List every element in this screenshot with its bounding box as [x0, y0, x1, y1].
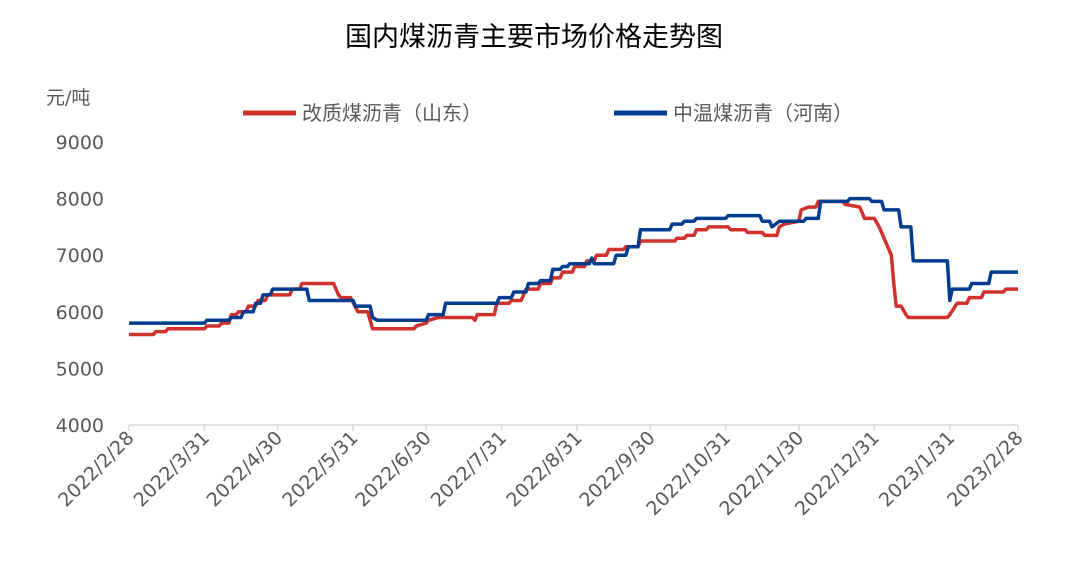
x-tick-label: 2022/6/30 — [351, 427, 435, 511]
y-tick-label: 8000 — [56, 189, 104, 211]
y-axis-unit-label: 元/吨 — [46, 87, 90, 109]
y-tick-label: 5000 — [56, 358, 104, 380]
legend-label-shandong: 改质煤沥青（山东） — [302, 101, 482, 125]
x-tick-label: 2022/7/31 — [427, 427, 511, 511]
legend: 改质煤沥青（山东） 中温煤沥青（河南） — [243, 101, 853, 125]
series-layer — [129, 196, 1018, 337]
x-tick-label: 2022/8/31 — [502, 427, 586, 511]
x-tick-label: 2022/4/30 — [203, 427, 287, 511]
x-tick-label: 2022/2/28 — [54, 427, 138, 511]
legend-item-henan: 中温煤沥青（河南） — [614, 101, 853, 125]
series-line-shandong — [129, 199, 1018, 337]
y-tick-label: 7000 — [56, 245, 104, 267]
y-axis: 4000 5000 6000 7000 8000 9000 — [56, 132, 104, 437]
y-tick-label: 4000 — [56, 415, 104, 437]
x-tick-label: 2022/3/31 — [130, 427, 214, 511]
legend-label-henan: 中温煤沥青（河南） — [673, 101, 853, 125]
x-axis: 2022/2/282022/3/312022/4/302022/5/312022… — [54, 424, 1028, 520]
x-tick-label: 2022/5/31 — [278, 427, 362, 511]
series-line-henan — [129, 196, 1018, 325]
y-tick-label: 6000 — [56, 302, 104, 324]
chart-title: 国内煤沥青主要市场价格走势图 — [345, 22, 723, 53]
legend-item-shandong: 改质煤沥青（山东） — [243, 101, 482, 125]
y-tick-label: 9000 — [56, 132, 104, 154]
